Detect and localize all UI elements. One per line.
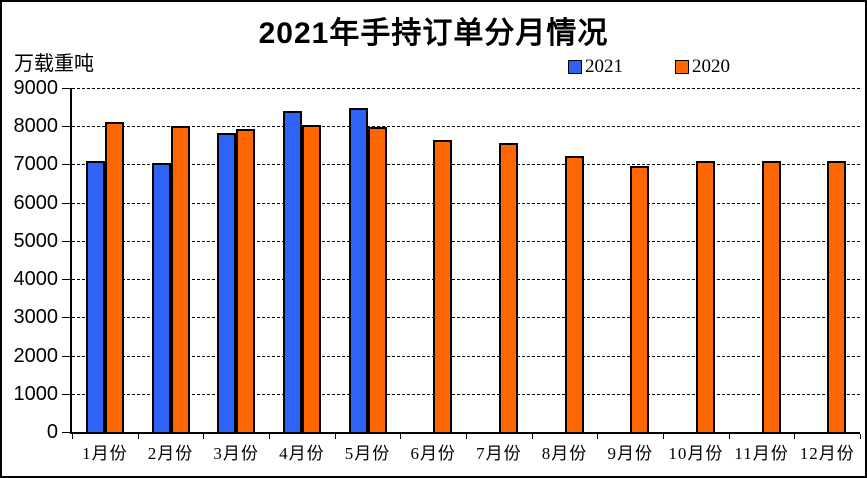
x-tick-mark-10 xyxy=(728,434,730,439)
y-tick-label-0: 0 xyxy=(46,421,58,443)
bar-2021-1月份 xyxy=(85,161,105,432)
gridline-5000 xyxy=(72,240,860,242)
gridline-3000 xyxy=(72,317,860,319)
bar-group-9月份 xyxy=(597,88,663,432)
x-tick-mark-8 xyxy=(597,434,599,439)
bar-group-11月份 xyxy=(729,88,795,432)
plot-area xyxy=(70,88,860,434)
bar-2020-2月份 xyxy=(170,125,190,432)
y-tick-mark-1000 xyxy=(62,393,70,395)
bar-2021-5月份 xyxy=(348,107,368,432)
bar-2020-3月份 xyxy=(236,129,256,432)
x-axis-label-6月份: 6月份 xyxy=(410,444,456,463)
y-tick-label-1000: 1000 xyxy=(13,382,59,405)
bar-2021-2月份 xyxy=(151,162,171,432)
x-tick-mark-7 xyxy=(531,434,533,439)
y-tick-label-7000: 7000 xyxy=(13,153,59,176)
y-tick-label-4000: 4000 xyxy=(13,268,59,291)
x-axis-label-2月份: 2月份 xyxy=(147,444,194,463)
x-axis-label-4月份: 4月份 xyxy=(279,444,325,463)
x-axis-labels: 1月份 2月份 3月份 4月份 5月份 6月份 7月份 8月份 9月份 10月份 11月份 12月份 xyxy=(72,439,860,464)
y-tick-label-2000: 2000 xyxy=(13,344,59,367)
y-tick-mark-9000 xyxy=(62,88,70,89)
bar-2020-11月份 xyxy=(761,161,781,432)
x-axis-label-3月份: 3月份 xyxy=(213,444,259,463)
bar-group-2月份 xyxy=(138,88,204,432)
x-tick-mark-9 xyxy=(663,434,664,439)
bar-2020-1月份 xyxy=(104,122,124,432)
x-tick-mark-12 xyxy=(860,434,861,439)
gridline-9000 xyxy=(72,88,860,89)
bar-group-1月份 xyxy=(72,88,138,432)
bar-group-7月份 xyxy=(466,88,532,432)
legend-item-2021: 2021 xyxy=(568,56,623,78)
x-axis-label-1月份: 1月份 xyxy=(82,444,128,463)
x-tick-mark-5 xyxy=(400,434,402,439)
x-axis-label-12月份: 12月份 xyxy=(799,444,855,463)
x-axis-label-5月份: 5月份 xyxy=(344,444,391,463)
bar-group-3月份 xyxy=(203,88,269,432)
y-tick-label-9000: 9000 xyxy=(13,77,59,99)
y-tick-label-5000: 5000 xyxy=(13,229,59,252)
gridline-8000 xyxy=(72,126,860,128)
y-tick-mark-8000 xyxy=(62,126,70,128)
legend-label-2020: 2020 xyxy=(692,56,730,77)
x-tick-mark-3 xyxy=(269,434,270,439)
gridline-2000 xyxy=(72,355,860,357)
bar-2021-3月份 xyxy=(217,133,237,432)
x-axis-label-9月份: 9月份 xyxy=(607,444,653,463)
y-tick-mark-2000 xyxy=(62,355,70,357)
x-tick-mark-11 xyxy=(794,434,796,439)
bar-2020-10月份 xyxy=(695,161,715,432)
y-tick-mark-7000 xyxy=(62,164,70,166)
x-tick-mark-2 xyxy=(203,434,205,439)
gridline-1000 xyxy=(72,393,860,395)
x-axis-label-8月份: 8月份 xyxy=(541,444,588,463)
y-tick-mark-4000 xyxy=(62,279,70,281)
x-axis-label-7月份: 7月份 xyxy=(476,444,522,463)
bar-group-5月份 xyxy=(335,88,401,432)
bar-2020-5月份 xyxy=(367,126,387,432)
y-tick-mark-3000 xyxy=(62,317,70,319)
bar-2020-7月份 xyxy=(498,143,518,432)
y-tick-label-6000: 6000 xyxy=(13,191,59,214)
bar-2021-4月份 xyxy=(282,111,302,432)
bar-2020-9月份 xyxy=(630,165,650,432)
gridline-7000 xyxy=(72,164,860,166)
bar-2020-8月份 xyxy=(564,155,584,432)
y-axis-unit-label: 万载重吨 xyxy=(14,53,94,75)
legend-label-2021: 2021 xyxy=(585,56,623,77)
y-tick-label-8000: 8000 xyxy=(13,115,59,138)
x-tick-mark-6 xyxy=(466,434,467,439)
bar-group-12月份 xyxy=(794,88,860,432)
bar-2020-6月份 xyxy=(433,139,453,432)
x-tick-mark-0 xyxy=(72,434,73,439)
y-tick-label-3000: 3000 xyxy=(13,306,59,329)
y-tick-mark-5000 xyxy=(62,240,70,242)
bar-group-10月份 xyxy=(663,88,729,432)
bar-group-8月份 xyxy=(532,88,598,432)
legend: 2021 2020 xyxy=(568,56,730,78)
y-tick-mark-0 xyxy=(62,432,70,433)
x-tick-mark-1 xyxy=(137,434,139,439)
gridline-6000 xyxy=(72,202,860,204)
x-axis-label-11月份: 11月份 xyxy=(734,444,789,463)
legend-item-2020: 2020 xyxy=(675,56,730,78)
bar-group-6月份 xyxy=(400,88,466,432)
legend-swatch-2021-icon xyxy=(568,60,582,74)
y-tick-mark-6000 xyxy=(62,202,70,204)
bar-group-4月份 xyxy=(269,88,335,432)
legend-swatch-2020-icon xyxy=(675,60,689,74)
bar-groups xyxy=(72,88,860,432)
gridline-4000 xyxy=(72,279,860,281)
bar-2020-12月份 xyxy=(827,160,847,432)
x-tick-mark-4 xyxy=(334,434,336,439)
chart-title: 2021年手持订单分月情况 xyxy=(258,17,609,50)
bar-2020-4月份 xyxy=(301,125,321,432)
x-axis-label-10月份: 10月份 xyxy=(668,444,724,463)
